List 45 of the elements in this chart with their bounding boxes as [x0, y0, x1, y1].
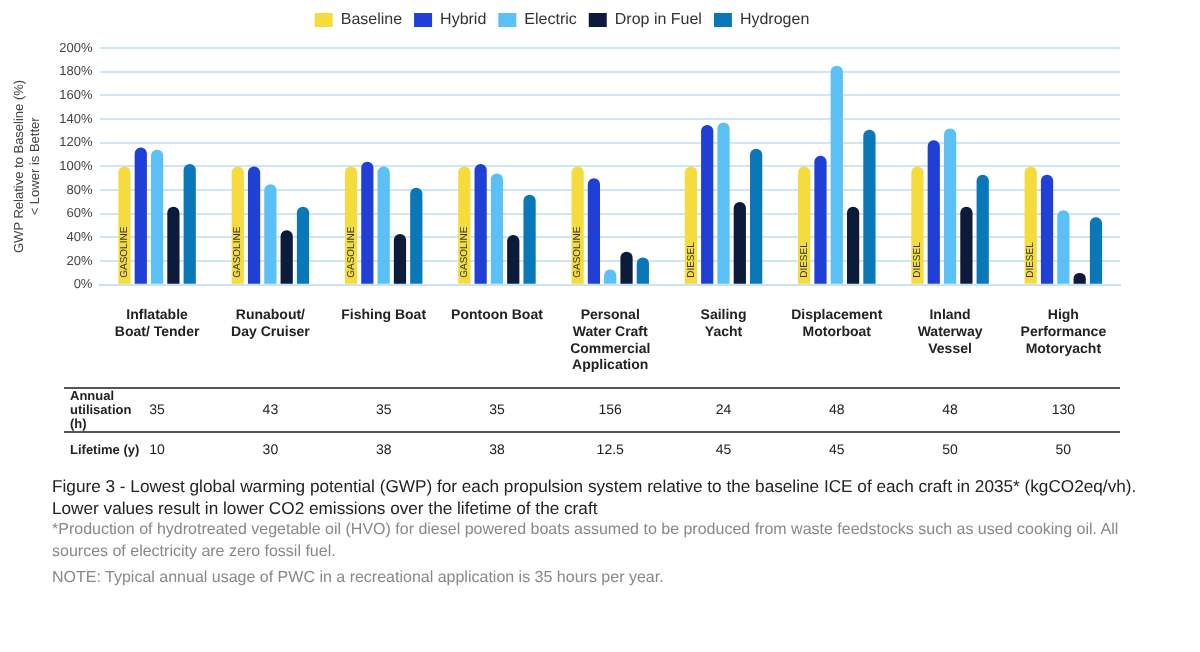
- bar: [264, 184, 277, 284]
- bar: [571, 166, 584, 284]
- bar: [976, 174, 989, 284]
- bar: [490, 173, 504, 284]
- text: *Production of hydrotreated vegetable oil (HVO) for diesel powered boats assumed to be produced from waste feedstocks such as used cooking oil. All sources of electricity are zero fossil fuel.: [52, 520, 1121, 562]
- legend-label: Drop in Fuel: [614, 10, 703, 29]
- bar: [361, 161, 374, 284]
- legend-label: Baseline: [340, 10, 404, 29]
- bar: [863, 129, 876, 284]
- bar: [134, 147, 147, 284]
- bar: [183, 164, 196, 284]
- legend-label: Hybrid: [440, 10, 487, 29]
- bar: [507, 235, 520, 284]
- bar: [474, 164, 487, 284]
- bar: [247, 166, 261, 284]
- bar: [927, 140, 940, 284]
- legend-label: Hydrogen: [739, 10, 810, 29]
- bar: [636, 257, 649, 284]
- bar: [167, 206, 180, 284]
- bar: [830, 65, 843, 284]
- bar: [118, 166, 131, 284]
- bar: [150, 149, 164, 284]
- bar: [296, 206, 310, 284]
- legend-label: Electric: [524, 10, 577, 29]
- bar: [393, 233, 407, 284]
- bar: [523, 194, 536, 284]
- text: Figure 3 - Lowest global warming potential (GWP) for each propulsion system relative to the baseline ICE of each craft in 2035* (kgCO2eq/vh). Lower values result in lower CO2 emissions over the lifetime of the craft: [52, 476, 1139, 520]
- bar: [1057, 210, 1070, 284]
- bar: [717, 122, 730, 284]
- text: NOTE: Typical annual usage of PWC in a recreational application is 35 hours per year.: [52, 568, 666, 589]
- bar: [1040, 174, 1054, 284]
- bar: [911, 166, 924, 284]
- bar: [733, 201, 746, 284]
- bar: [377, 166, 390, 284]
- bar: [960, 206, 973, 284]
- bar: [701, 124, 714, 284]
- bar: [280, 230, 293, 284]
- bar: [750, 148, 763, 284]
- bar: [846, 206, 860, 284]
- bar: [943, 128, 957, 284]
- bar: [587, 178, 601, 284]
- bar: [410, 187, 423, 284]
- bar: [814, 155, 827, 284]
- bar: [620, 251, 633, 284]
- bar: [1089, 217, 1103, 284]
